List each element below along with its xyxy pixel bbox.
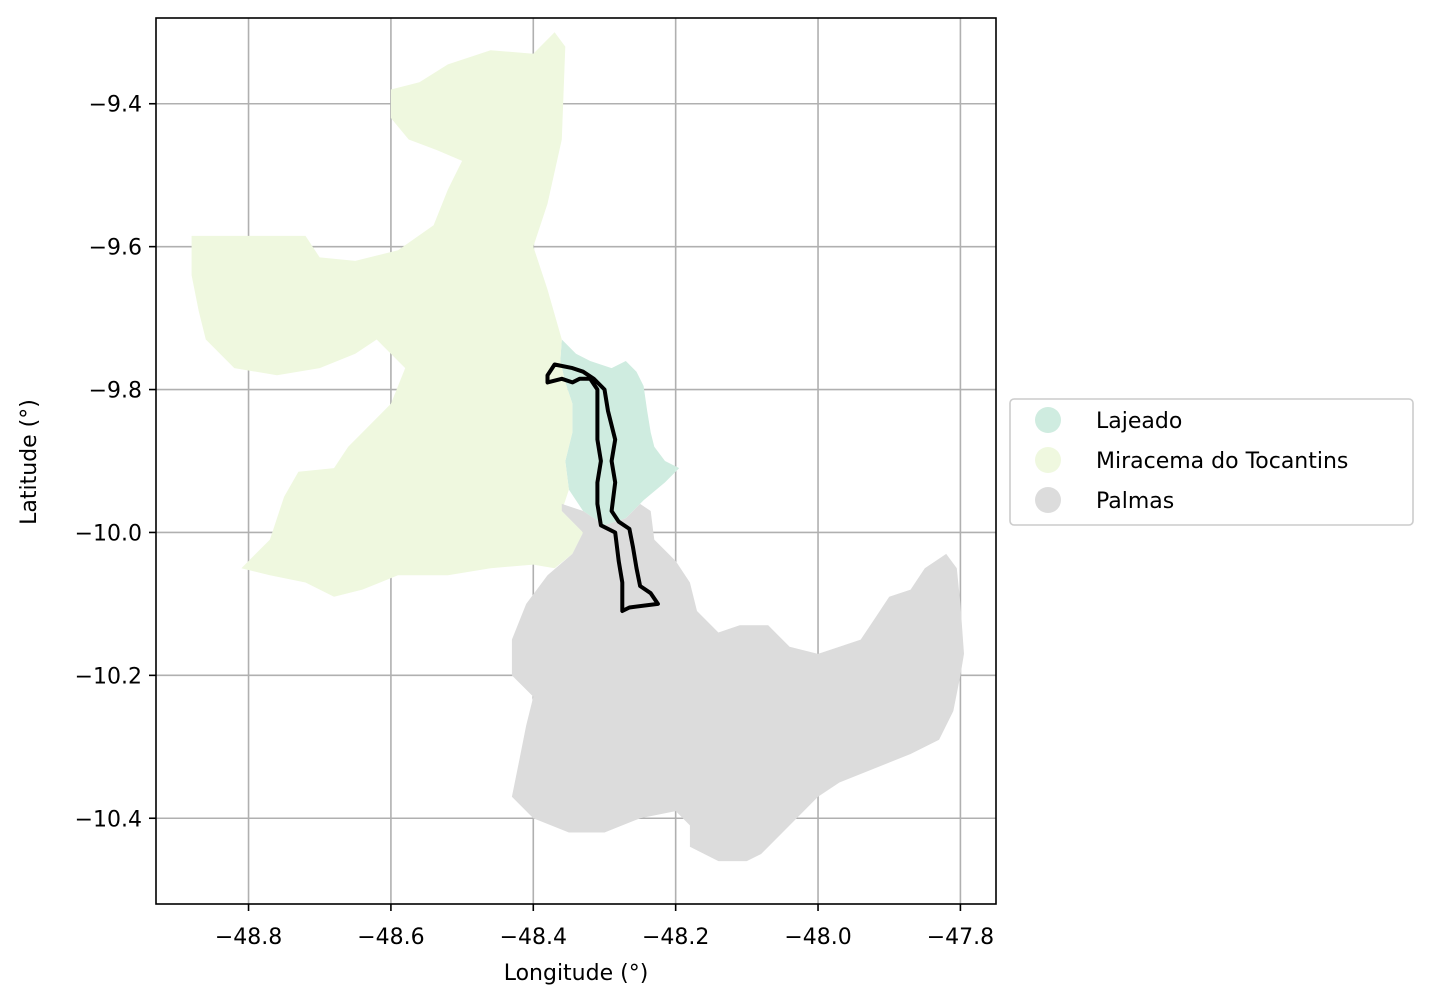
legend-label: Lajeado	[1096, 409, 1182, 434]
y-tick-label: −10.4	[75, 807, 142, 832]
legend-marker	[1035, 407, 1061, 433]
x-tick-label: −48.6	[357, 925, 424, 950]
plot-frame	[155, 17, 997, 905]
y-tick-label: −9.4	[89, 93, 142, 118]
y-axis-title: Latitude (°)	[17, 399, 42, 525]
highlight-outline	[545, 362, 660, 613]
x-tick-label: −48.0	[784, 925, 851, 950]
legend-marker	[1035, 487, 1061, 513]
highlight-outline-layer	[545, 362, 660, 613]
y-tick-label: −9.8	[89, 379, 142, 404]
x-tick-label: −48.4	[500, 925, 567, 950]
y-tick-label: −10.2	[75, 664, 142, 689]
municipality-regions	[191, 32, 964, 862]
y-tick-label: −9.6	[89, 236, 142, 261]
y-axis-ticks: −9.4 −9.6 −9.8 −10.0 −10.2 −10.4	[75, 93, 156, 832]
x-tick-label: −48.2	[642, 925, 709, 950]
legend-items: Lajeado Miracema do Tocantins Palmas	[1035, 407, 1348, 514]
x-axis-ticks: −48.8 −48.6 −48.4 −48.2 −48.0 −47.8	[215, 904, 994, 950]
legend-marker	[1035, 447, 1061, 473]
region-miracema-do-tocantins	[191, 32, 584, 597]
legend: Lajeado Miracema do Tocantins Palmas	[1009, 398, 1414, 526]
legend-frame	[1009, 398, 1414, 526]
x-axis-title: Longitude (°)	[504, 961, 649, 986]
legend-label: Palmas	[1096, 489, 1174, 514]
legend-label: Miracema do Tocantins	[1096, 449, 1348, 474]
x-tick-label: −47.8	[927, 925, 994, 950]
x-tick-label: −48.8	[215, 925, 282, 950]
y-tick-label: −10.0	[75, 521, 142, 546]
region-lajeado	[560, 339, 680, 526]
region-palmas	[511, 503, 964, 862]
